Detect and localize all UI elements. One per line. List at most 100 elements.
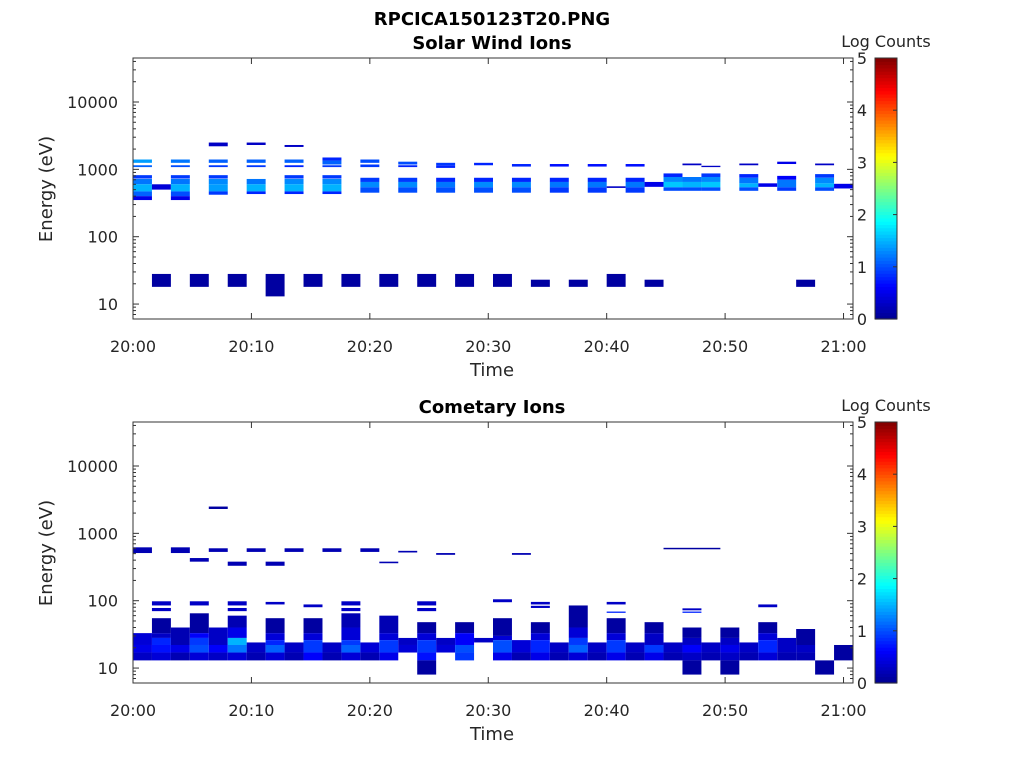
cometary-bin: [341, 601, 361, 606]
solar-wind-bin: [170, 191, 190, 197]
cometary-colorbar-segment: [875, 435, 897, 439]
cometary-bin: [360, 548, 380, 552]
cometary-bin: [644, 622, 664, 634]
solar-wind-bin: [682, 187, 702, 191]
solar-wind-bin: [360, 187, 380, 193]
solar-wind-bin: [511, 181, 531, 188]
solar-wind-colorbar-segment: [875, 133, 897, 137]
solar-wind-bin: [606, 273, 626, 287]
cometary-bin: [568, 644, 588, 653]
solar-wind-bin: [777, 179, 797, 188]
cometary-bin: [777, 652, 797, 661]
cometary-bin: [455, 652, 475, 661]
solar-wind-bin: [606, 186, 626, 188]
cometary-colorbar-segment: [875, 598, 897, 603]
cometary-colorbar-segment: [875, 666, 897, 671]
cometary-colorbar-tick-label: 3: [857, 517, 867, 536]
cometary-bin: [720, 644, 740, 653]
solar-wind-colorbar-segment: [875, 58, 897, 62]
solar-wind-colorbar-segment: [875, 247, 897, 252]
cometary-colorbar-segment: [875, 444, 897, 449]
cometary-bin: [189, 558, 209, 562]
cometary-bin: [587, 652, 607, 661]
solar-wind-bin: [644, 279, 664, 287]
cometary-bin: [739, 642, 759, 653]
cometary-bin: [227, 607, 247, 612]
solar-wind-ions-title: Solar Wind Ions: [412, 33, 571, 54]
solar-wind-bin: [322, 165, 342, 168]
cometary-colorbar-segment: [875, 679, 897, 684]
cometary-bin: [227, 615, 247, 628]
cometary-colorbar-segment: [875, 510, 897, 514]
cometary-bin: [530, 622, 550, 634]
solar-wind-colorbar-segment: [875, 149, 897, 154]
cometary-bin: [758, 652, 778, 661]
cometary-bin: [227, 601, 247, 606]
solar-wind-bin: [834, 183, 853, 189]
cometary-bin: [208, 548, 228, 552]
solar-wind-bin: [815, 177, 835, 184]
solar-wind-bin: [284, 144, 304, 147]
cometary-colorbar-segment: [875, 513, 897, 518]
solar-wind-colorbar-segment: [875, 234, 897, 239]
solar-wind-bin: [777, 161, 797, 165]
cometary-bin: [379, 615, 399, 634]
cometary-colorbar-segment: [875, 621, 897, 625]
cometary-bin: [815, 660, 835, 675]
cometary-y-tick-label: 10000: [67, 457, 118, 476]
cometary-colorbar-label: Log Counts: [841, 396, 931, 415]
solar-wind-bin: [133, 191, 152, 197]
cometary-bin: [398, 637, 418, 645]
cometary-colorbar-segment: [875, 575, 897, 580]
solar-wind-y-tick-label: 1000: [77, 160, 118, 179]
cometary-bin: [720, 637, 740, 645]
cometary-bin: [493, 635, 512, 641]
cometary-bin: [720, 627, 740, 638]
solar-wind-bin: [208, 165, 228, 168]
cometary-colorbar-frame: [874, 421, 898, 684]
solar-wind-bin: [208, 175, 228, 179]
cometary-bin: [796, 644, 816, 653]
solar-wind-bin: [189, 273, 209, 287]
cometary-bin: [530, 640, 550, 653]
cometary-colorbar-segment: [875, 503, 897, 508]
solar-wind-bin: [170, 184, 190, 192]
cometary-bin: [189, 601, 209, 606]
cometary-colorbar-segment: [875, 506, 897, 511]
cometary-x-tick-label: 20:30: [465, 701, 511, 720]
solar-wind-bin: [246, 142, 266, 145]
solar-wind-bin: [701, 177, 721, 182]
solar-wind-colorbar-tick-label: 4: [857, 101, 867, 120]
cometary-colorbar-segment: [875, 630, 897, 635]
solar-wind-colorbar-segment: [875, 309, 897, 314]
cometary-colorbar-segment: [875, 457, 897, 462]
solar-wind-colorbar-segment: [875, 162, 897, 167]
solar-wind-colorbar-segment: [875, 315, 897, 320]
cometary-bin: [170, 644, 190, 653]
solar-wind-bin: [587, 164, 607, 167]
cometary-y-axis-label: Energy (eV): [36, 500, 57, 606]
cometary-colorbar-segment: [875, 562, 897, 567]
cometary-bin: [568, 605, 588, 628]
cometary-bin: [189, 633, 209, 638]
solar-wind-colorbar-segment: [875, 142, 897, 147]
solar-wind-bin: [246, 178, 266, 185]
solar-wind-colorbar-segment: [875, 172, 897, 177]
solar-wind-bin: [151, 273, 171, 287]
solar-wind-bin: [322, 191, 342, 195]
solar-wind-bin: [133, 159, 152, 163]
cometary-bin: [170, 652, 190, 661]
solar-wind-bin: [663, 187, 683, 191]
solar-wind-colorbar-segment: [875, 266, 897, 271]
cometary-colorbar-segment: [875, 425, 897, 430]
cometary-bin: [549, 652, 569, 661]
solar-wind-bin: [246, 184, 266, 192]
cometary-colorbar-segment: [875, 431, 897, 436]
solar-wind-x-tick-label: 20:30: [465, 337, 511, 356]
cometary-bin: [493, 640, 512, 653]
cometary-bin: [303, 604, 323, 608]
solar-wind-bin: [587, 187, 607, 193]
cometary-colorbar-tick-label: 2: [857, 570, 867, 589]
cometary-colorbar-segment: [875, 438, 897, 443]
